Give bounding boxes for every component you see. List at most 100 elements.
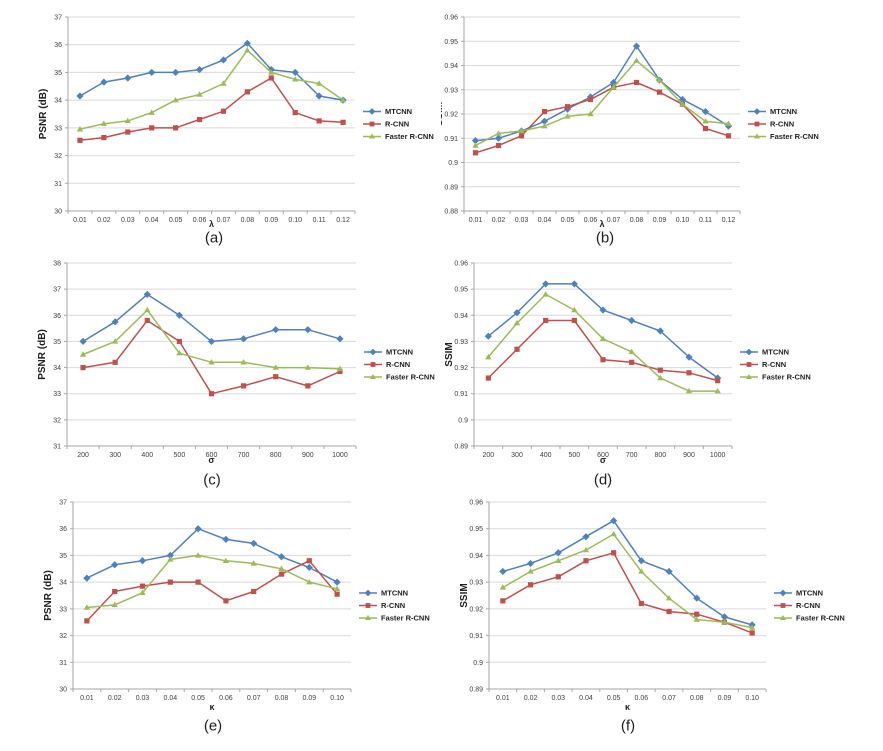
legend-label: MTCNN: [770, 107, 797, 116]
triangle-marker-icon: [76, 126, 84, 132]
y-tick-label: 0.96: [469, 500, 483, 507]
y-tick-label: 30: [54, 209, 62, 216]
square-marker-icon: [305, 383, 311, 389]
diamond-marker-icon: [222, 535, 230, 543]
square-marker-icon: [514, 346, 520, 352]
square-marker-icon: [638, 600, 644, 607]
y-tick-label: 0.94: [444, 63, 458, 70]
diamond-marker-icon: [471, 137, 480, 145]
series-line-r-cnn: [79, 77, 344, 142]
series-line-mtcnn: [475, 45, 729, 142]
caption-a: (a): [204, 229, 224, 247]
y-tick-label: 0.96: [454, 261, 468, 268]
legend-label: Faster R-CNN: [796, 614, 845, 623]
x-tick-label: 600: [597, 452, 609, 459]
triangle-marker-icon: [111, 601, 118, 608]
square-marker-icon: [340, 119, 346, 125]
legend-label: R-CNN: [762, 360, 786, 369]
diamond-marker-icon: [364, 589, 372, 597]
x-tick-label: 0.01: [73, 217, 87, 224]
triangle-marker-icon: [144, 306, 151, 313]
square-marker-icon: [273, 374, 279, 380]
diamond-marker-icon: [678, 95, 687, 104]
x-tick-label: 0.08: [241, 217, 255, 224]
legend-label: MTCNN: [385, 107, 412, 116]
triangle-marker-icon: [111, 338, 119, 344]
chart-psnr-lambda: 30 31 32 33 34 35 36 37 0.01 0.02 0.03 0.04 0.05 0.06…: [0, 0, 441, 232]
square-marker-icon: [611, 550, 617, 556]
triangle-marker-icon: [780, 615, 786, 620]
triangle-marker-icon: [679, 101, 686, 107]
x-tick-label: 0.05: [607, 695, 621, 702]
series-line-mtcnn: [79, 42, 344, 101]
triangle-marker-icon: [220, 80, 227, 86]
diamond-marker-icon: [83, 574, 91, 582]
diamond-marker-icon: [172, 68, 180, 77]
triangle-marker-icon: [244, 47, 251, 53]
legend-label: Faster R-CNN: [385, 132, 434, 141]
x-tick-label: 0.07: [662, 695, 676, 702]
y-tick-label: 0.92: [454, 365, 468, 372]
y-tick-label: 0.9: [458, 417, 468, 424]
y-tick-label: 31: [53, 444, 61, 451]
diamond-marker-icon: [369, 348, 377, 356]
x-tick-label: 0.04: [163, 695, 177, 702]
series-line-r-cnn: [487, 319, 718, 382]
x-tick-label: 0.07: [607, 217, 621, 224]
triangle-marker-icon: [495, 130, 502, 136]
y-tick-label: 0.94: [469, 553, 483, 560]
square-marker-icon: [543, 317, 549, 324]
square-marker-icon: [600, 357, 606, 363]
x-tick-label: 0.09: [264, 217, 278, 224]
diamond-marker-icon: [219, 56, 228, 64]
triangle-marker-icon: [278, 565, 285, 571]
square-marker-icon: [656, 89, 663, 95]
x-axis-title: λ: [599, 219, 604, 229]
diamond-marker-icon: [368, 108, 376, 115]
x-tick-label: 0.04: [538, 217, 552, 224]
chart-b-canvas: 0.88 0.89 0.9 0.91 0.92 0.93 0.94 0.95 0.96 0.01 0…: [441, 15, 819, 230]
x-tick-label: 0.08: [690, 695, 704, 702]
triangle-marker-icon: [564, 113, 571, 119]
triangle-marker-icon: [370, 374, 376, 379]
legend-label: MTCNN: [381, 589, 408, 598]
legend-label: MTCNN: [762, 348, 789, 357]
diamond-marker-icon: [194, 525, 202, 533]
square-marker-icon: [633, 79, 640, 86]
series-line-r-cnn: [86, 560, 338, 622]
series-line-mtcnn: [86, 527, 338, 583]
triangle-marker-icon: [657, 374, 664, 381]
diamond-marker-icon: [138, 557, 147, 565]
triangle-marker-icon: [748, 624, 756, 630]
diamond-marker-icon: [779, 589, 787, 597]
square-marker-icon: [208, 391, 215, 397]
square-marker-icon: [316, 118, 322, 124]
legend-label: Faster R-CNN: [386, 373, 435, 382]
x-tick-label: 700: [238, 452, 250, 459]
y-tick-label: 35: [54, 70, 62, 77]
square-marker-icon: [472, 150, 479, 156]
y-tick-label: 0.89: [444, 184, 458, 191]
triangle-marker-icon: [250, 560, 257, 566]
chart-a-canvas: 30 31 32 33 34 35 36 37 0.01 0.02 0.03 0.04 0.05 0.06…: [38, 15, 434, 230]
triangle-marker-icon: [527, 568, 534, 574]
x-tick-label: 0.05: [169, 217, 183, 224]
square-marker-icon: [541, 108, 548, 115]
x-axis-title: κ: [209, 702, 215, 712]
x-tick-label: 0.11: [313, 217, 326, 224]
triangle-marker-icon: [541, 122, 548, 129]
diamond-marker-icon: [540, 117, 549, 125]
legend-label: R-CNN: [770, 120, 794, 129]
series-line-faster r-cnn: [86, 554, 338, 609]
x-axis-title: σ: [600, 455, 606, 465]
y-tick-label: 0.91: [444, 136, 458, 143]
triangle-marker-icon: [315, 80, 323, 86]
square-marker-icon: [583, 558, 589, 564]
y-tick-label: 33: [53, 391, 61, 398]
diamond-marker-icon: [554, 549, 562, 557]
y-tick-label: 0.95: [444, 39, 458, 46]
triangle-marker-icon: [693, 616, 700, 622]
diamond-marker-icon: [714, 374, 722, 382]
triangle-marker-icon: [369, 133, 375, 139]
x-tick-label: 0.04: [145, 217, 159, 224]
